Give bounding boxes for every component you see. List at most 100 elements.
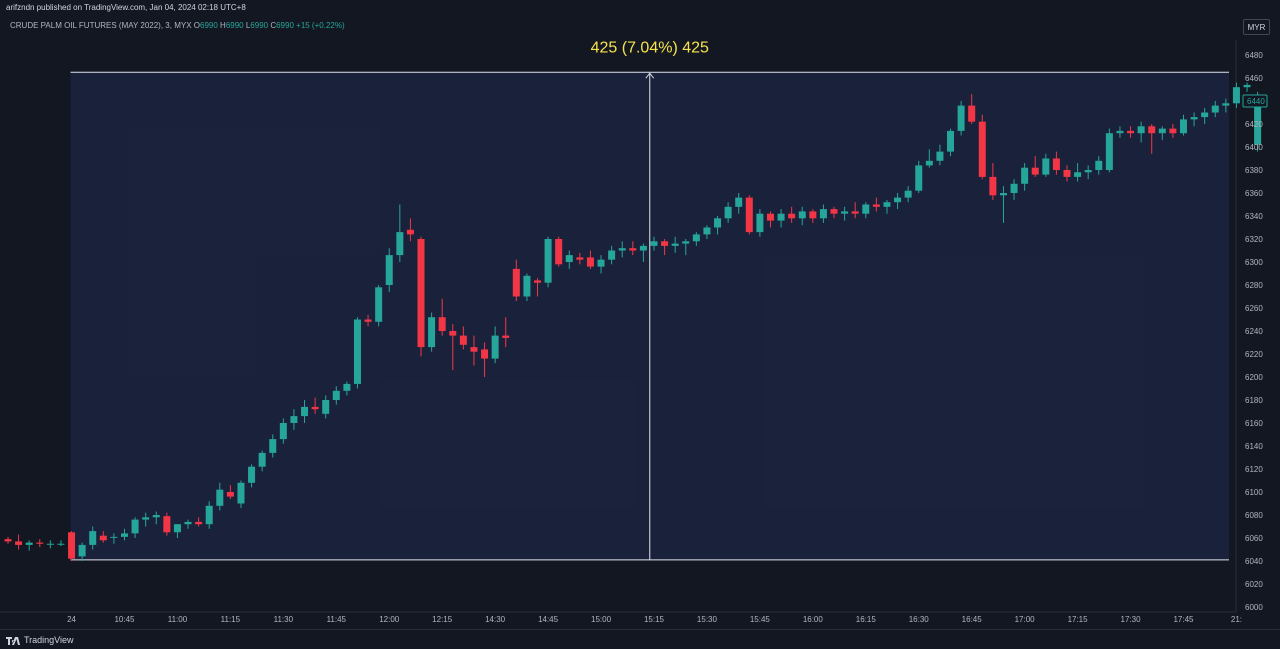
candle-body [735, 197, 743, 207]
candle-body [682, 241, 690, 244]
price-tick-label: 6320 [1245, 235, 1263, 244]
candlestick-chart[interactable]: 425 (7.04%) 425 6000 6020 6040 6060 6080 6100 6… [0, 0, 1280, 629]
price-tick-label: 6220 [1245, 350, 1263, 359]
candle-body [830, 209, 838, 214]
time-tick-label: 11:45 [327, 615, 347, 624]
candle-body [883, 202, 891, 207]
candle-body [15, 541, 23, 545]
price-tick-label: 6100 [1245, 488, 1263, 497]
candle-body [1074, 172, 1082, 177]
candle-body [798, 211, 806, 219]
candle-body [894, 197, 902, 203]
price-tick-label: 6040 [1245, 557, 1263, 566]
last-price-tag [1242, 94, 1268, 108]
time-tick-label: 17:45 [1173, 615, 1194, 624]
currency-button[interactable]: MYR [1243, 19, 1270, 35]
candle-body [311, 406, 319, 410]
candle-body [809, 211, 817, 219]
candle-body [1063, 170, 1071, 177]
high-key: H [220, 21, 226, 30]
change-value: +15 (+0.22%) [296, 21, 345, 30]
price-tick-label: 6300 [1245, 258, 1263, 267]
time-tick-label: 12:00 [379, 615, 400, 624]
candle-body [438, 317, 446, 331]
tradingview-brand[interactable]: TradingView [6, 634, 74, 646]
price-tick-label: 6460 [1245, 74, 1263, 83]
candle-body [343, 383, 351, 391]
high-value: 6990 [225, 21, 244, 30]
time-tick-label: 17:15 [1068, 615, 1089, 624]
price-tick-label: 6280 [1245, 281, 1263, 290]
candle-body [555, 239, 563, 265]
candle-body [714, 218, 722, 228]
candle-body [841, 211, 849, 214]
candle-body [724, 206, 732, 219]
candle-body [925, 160, 933, 166]
candle-body [396, 232, 404, 256]
candle-body [1010, 183, 1018, 193]
tradingview-logo-icon [6, 636, 20, 645]
candle-body [1179, 119, 1187, 134]
candle-body [46, 543, 54, 545]
price-tick-label: 6120 [1245, 465, 1263, 474]
price-tick-label: 6140 [1245, 442, 1263, 451]
measure-label: 425 (7.04%) 425 [591, 39, 709, 56]
candle-body [936, 151, 944, 161]
price-tick-label: 6420 [1245, 120, 1263, 129]
time-tick-label: 15:00 [591, 615, 612, 624]
time-tick-label: 16:30 [909, 615, 930, 624]
candle-body [1243, 84, 1251, 88]
time-tick-label: 14:45 [538, 615, 559, 624]
candle-body [417, 239, 425, 348]
candle-body [1031, 167, 1039, 175]
candle-body [671, 243, 679, 246]
time-tick-label: 11:00 [168, 615, 188, 624]
candle-body [68, 532, 76, 559]
candle-body [947, 130, 955, 152]
price-tick-label: 6020 [1245, 580, 1263, 589]
candle-body [629, 248, 637, 251]
candle-body [650, 241, 658, 246]
price-tick-label: 6180 [1245, 396, 1263, 405]
candle-body [756, 213, 764, 233]
candle-body [1137, 126, 1145, 134]
candle-body [978, 121, 986, 177]
brand-name: TradingView [24, 635, 74, 645]
publish-header: arifzndn published on TradingView.com, J… [0, 0, 1280, 16]
time-tick-label: 12:15 [432, 615, 453, 624]
candle-body [301, 406, 309, 417]
candle-body [142, 517, 150, 520]
candle-body [1232, 87, 1240, 104]
time-tick-label: 16:00 [803, 615, 824, 624]
candle-body [692, 234, 700, 242]
candle-body [512, 268, 520, 297]
candle-body [322, 400, 330, 414]
candle-body [608, 250, 616, 260]
candle-body [152, 515, 160, 518]
candle-body [36, 542, 44, 544]
candle-body [1021, 167, 1029, 184]
candle-body [205, 505, 213, 525]
last-price-label: 6440 [1247, 97, 1265, 106]
candle-body [1201, 112, 1209, 118]
close-key: C [270, 21, 277, 30]
price-tick-label: 6380 [1245, 166, 1263, 175]
symbol-title: CRUDE PALM OIL FUTURES (MAY 2022), 3, MY… [10, 21, 192, 30]
candle-body [703, 227, 711, 235]
open-value: 6990 [200, 21, 218, 30]
candle-body [1148, 126, 1156, 134]
candle-body [491, 335, 499, 359]
candle-body [872, 204, 880, 207]
candle-body [915, 165, 923, 191]
candle-body [544, 239, 552, 283]
candle-body [968, 105, 976, 122]
time-tick-label: 10:45 [114, 615, 135, 624]
candle-body [375, 287, 383, 322]
candle-body [788, 213, 796, 219]
candle-body [819, 209, 827, 219]
candle-body [999, 193, 1007, 196]
candle-body [216, 489, 224, 506]
candle-body [1042, 158, 1050, 175]
price-tick-label: 6260 [1245, 304, 1263, 313]
candle-body [851, 211, 859, 214]
